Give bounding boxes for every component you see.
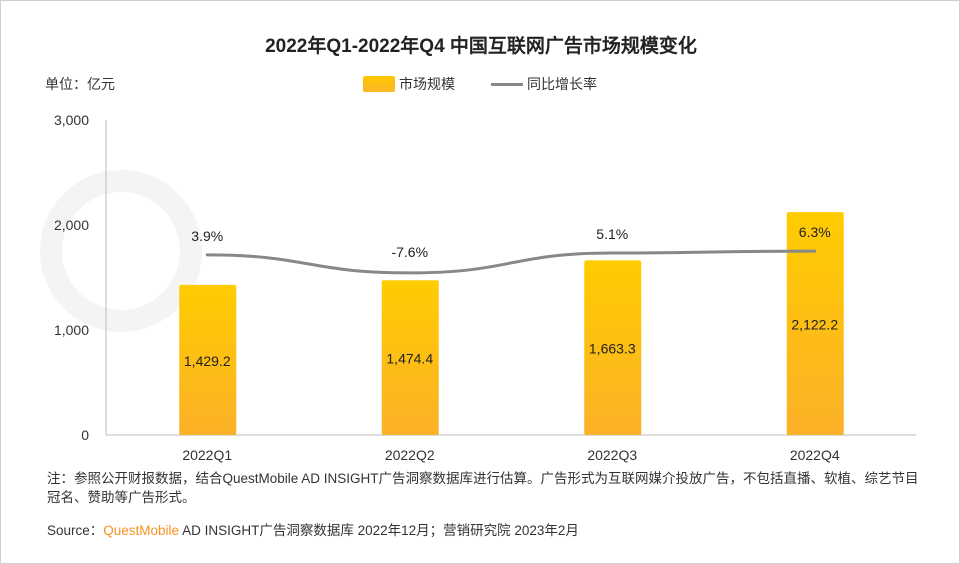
legend-bar-label: 市场规模 — [399, 76, 455, 92]
bar-data-label: 2,122.2 — [791, 317, 838, 333]
bar-data-label: 1,663.3 — [589, 341, 636, 357]
x-tick-label: 2022Q2 — [385, 447, 435, 463]
unit-label: 单位：亿元 — [45, 76, 115, 92]
bar — [786, 212, 844, 435]
growth-rate-line — [205, 249, 817, 275]
line-data-label: -7.6% — [391, 244, 428, 260]
y-tick-label: 1,000 — [54, 322, 89, 338]
bar — [179, 284, 237, 435]
legend-line-label: 同比增长率 — [527, 76, 597, 92]
x-tick-label: 2022Q4 — [790, 447, 840, 463]
legend-line: 同比增长率 — [491, 74, 597, 94]
bar — [584, 260, 642, 435]
legend-bar: 市场规模 — [363, 74, 455, 94]
legend-bar-swatch — [363, 76, 395, 92]
source-rest: AD INSIGHT广告洞察数据库 2022年12月；营销研究院 2023年2月 — [179, 523, 579, 538]
source-prefix: Source： — [47, 523, 104, 538]
y-tick-label: 3,000 — [54, 112, 89, 128]
bar-data-label: 1,474.4 — [386, 351, 433, 367]
bar-data-label: 1,429.2 — [184, 353, 231, 369]
watermark-logo — [40, 170, 202, 332]
chart-plot: 0 1,000 2,000 3,000 2022Q1 1,429.2 2022Q2 1,474… — [40, 112, 916, 463]
legend-line-swatch — [491, 82, 523, 86]
footer: 注：参照公开财报数据，结合QuestMobile AD INSIGHT广告洞察数… — [47, 469, 927, 540]
line-data-label: 6.3% — [799, 224, 831, 240]
x-tick-label: 2022Q3 — [587, 447, 637, 463]
source-line: Source：QuestMobile AD INSIGHT广告洞察数据库 202… — [47, 521, 927, 540]
line-data-label: 3.9% — [191, 228, 223, 244]
footnote: 注：参照公开财报数据，结合QuestMobile AD INSIGHT广告洞察数… — [47, 471, 919, 505]
line-data-label: 5.1% — [596, 226, 628, 242]
bar — [381, 280, 439, 435]
source-brand: QuestMobile — [103, 523, 180, 538]
y-tick-label: 2,000 — [54, 217, 89, 233]
y-tick-label: 0 — [81, 427, 89, 443]
x-tick-label: 2022Q1 — [182, 447, 232, 463]
chart-title: 2022年Q1-2022年Q4 中国互联网广告市场规模变化 — [265, 36, 697, 57]
